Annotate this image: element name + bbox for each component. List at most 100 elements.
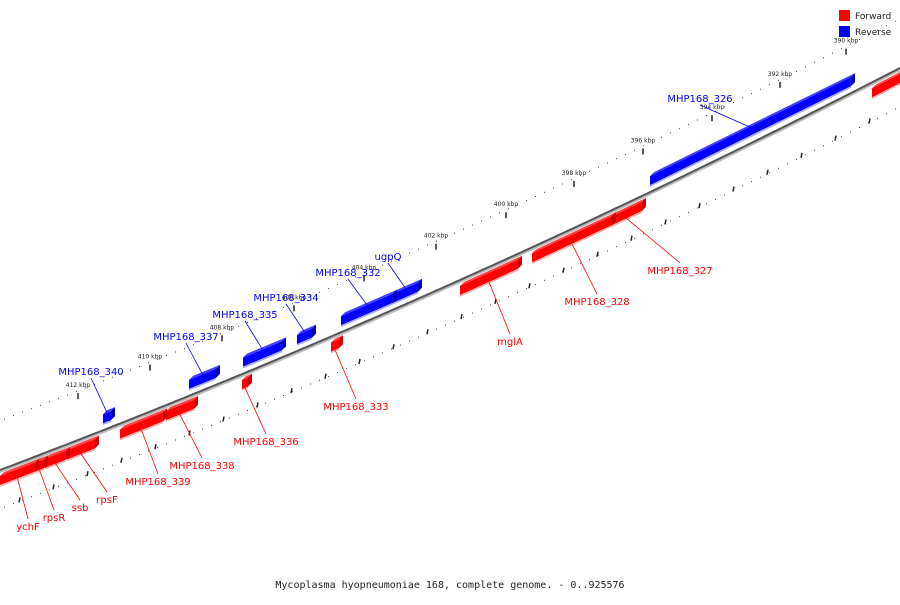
- gene-bar-shadow: [340, 303, 394, 327]
- ruler-dot: [553, 275, 554, 277]
- gene-bar-side: [518, 255, 522, 269]
- gene-bar-top: [532, 212, 616, 254]
- ruler-dot: [544, 191, 545, 193]
- gene-ychf[interactable]: [0, 458, 39, 487]
- gene-mhp168-338[interactable]: [165, 395, 198, 422]
- gene-label-mhp168-336[interactable]: MHP168_336: [233, 437, 298, 448]
- ruler-dot: [400, 344, 401, 346]
- gene-bar-side: [44, 455, 48, 469]
- gene-label-mhp168-334[interactable]: MHP168_334: [253, 293, 318, 304]
- ruler-dot: [886, 25, 887, 27]
- ruler-tick: 392 kbp: [768, 71, 792, 88]
- ruler-dot: [229, 329, 230, 331]
- gene-label-mhp168-333[interactable]: MHP168_333: [323, 402, 388, 413]
- ruler-dot: [13, 415, 14, 417]
- gene-mhp168-328[interactable]: [531, 212, 616, 265]
- ruler-major-tick: [358, 358, 361, 365]
- ruler-dot: [751, 93, 752, 95]
- gene-label-ssb[interactable]: ssb: [72, 503, 89, 514]
- gene-label-mhp168-326[interactable]: MHP168_326: [667, 94, 732, 105]
- gene-label-mhp168-332[interactable]: MHP168_332: [315, 268, 380, 279]
- ruler-dot: [796, 158, 797, 160]
- gene-label-mhp168-337[interactable]: MHP168_337: [153, 332, 218, 343]
- gene-label-ychf[interactable]: ychF: [16, 522, 40, 533]
- ruler-dot: [211, 336, 212, 338]
- ruler-major-tick: [18, 497, 21, 503]
- backbone: [0, 67, 900, 473]
- ruler-dot: [247, 410, 248, 411]
- ruler-major-tick: [868, 118, 871, 124]
- ruler-dot: [823, 145, 824, 147]
- gene-mhp168-326[interactable]: [649, 73, 855, 187]
- gene-edge[interactable]: [871, 70, 900, 100]
- ruler-dot: [670, 220, 671, 222]
- gene-mhp168-339[interactable]: [119, 408, 167, 441]
- ruler-tick-label: 402 kbp: [424, 233, 449, 240]
- ruler-dot: [319, 291, 320, 293]
- gene-bar-top: [242, 373, 252, 381]
- gene-bar-side: [248, 373, 252, 387]
- gene-leader-line: [244, 387, 267, 435]
- gene-leader-line: [39, 469, 55, 511]
- gene-mhp168-340[interactable]: [102, 407, 115, 425]
- gene-bar-top: [0, 458, 39, 476]
- gene-ssb[interactable]: [44, 446, 70, 470]
- gene-mhp168-337[interactable]: [188, 364, 220, 391]
- ruler-dot: [184, 435, 185, 437]
- ruler-dot: [67, 394, 68, 396]
- ruler-dots: [4, 20, 896, 508]
- gene-bar: [331, 339, 339, 352]
- gene-bar-top: [189, 364, 220, 380]
- ruler-dot: [220, 333, 221, 335]
- ruler-dot: [814, 61, 815, 63]
- ruler-dot: [499, 212, 500, 214]
- ruler-dot: [427, 244, 428, 246]
- gene-label-rpsf[interactable]: rpsF: [96, 495, 118, 506]
- gene-label-mhp168-335[interactable]: MHP168_335: [212, 310, 277, 321]
- gene-mhp168-334[interactable]: [296, 324, 316, 346]
- gene-leader-line: [387, 262, 406, 289]
- gene-leader-line: [334, 349, 357, 400]
- gene-bar: [0, 462, 35, 485]
- ruler-dot: [670, 132, 671, 134]
- gene-bar-side: [612, 212, 616, 226]
- gene-label-mhp168-339[interactable]: MHP168_339: [125, 477, 190, 488]
- gene-label-mhp168-340[interactable]: MHP168_340: [58, 367, 123, 378]
- ruler-dot: [274, 310, 275, 312]
- ruler-dot: [481, 308, 482, 310]
- ruler-major-tick: [222, 416, 225, 422]
- legend-item-forward: Forward: [839, 10, 891, 22]
- gene-mgla[interactable]: [459, 255, 522, 297]
- gene-mhp168-336[interactable]: [241, 373, 252, 391]
- ruler-dot: [778, 167, 779, 169]
- gene-bar-top: [331, 335, 343, 343]
- ruler-dot: [472, 224, 473, 226]
- ruler-dot: [58, 485, 59, 487]
- ruler-dot: [31, 408, 32, 410]
- gene-label-mgla[interactable]: mglA: [497, 337, 523, 348]
- gene-ugpq[interactable]: [392, 278, 422, 305]
- gene-mhp168-327[interactable]: [610, 197, 646, 228]
- gene-label-rpsr[interactable]: rpsR: [43, 513, 66, 524]
- ruler-dot: [886, 113, 887, 115]
- gene-mhp168-332[interactable]: [340, 289, 397, 327]
- gene-label-mhp168-327[interactable]: MHP168_327: [647, 266, 712, 277]
- ruler-dot: [202, 340, 203, 342]
- ruler-dot: [310, 383, 311, 385]
- gene-label-mhp168-328[interactable]: MHP168_328: [564, 297, 629, 308]
- ruler-dot: [364, 272, 365, 274]
- gene-bar: [189, 368, 216, 389]
- gene-rpsf[interactable]: [66, 435, 99, 462]
- gene-mhp168-333[interactable]: [330, 335, 343, 354]
- ruler-dot: [688, 211, 689, 213]
- ruler-tick: 398 kbp: [562, 170, 586, 187]
- ruler-dot: [337, 284, 338, 285]
- ruler-dot: [382, 264, 383, 266]
- gene-label-mhp168-338[interactable]: MHP168_338: [169, 461, 234, 472]
- legend-swatch-reverse: [839, 26, 850, 37]
- gene-bar-shadow: [66, 448, 96, 462]
- ruler-dot: [715, 198, 716, 200]
- gene-label-ugpq[interactable]: ugpQ: [375, 252, 402, 263]
- ruler-dot: [4, 506, 5, 508]
- gene-mhp168-335[interactable]: [242, 337, 286, 369]
